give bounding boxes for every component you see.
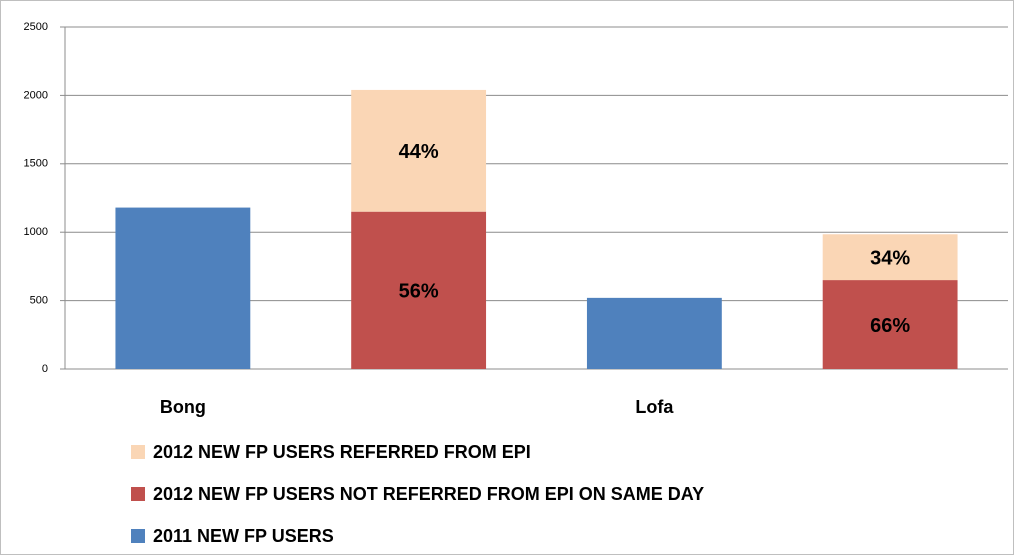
bar — [822, 280, 958, 369]
legend-swatch — [131, 529, 145, 543]
bar — [115, 207, 251, 369]
x-tick-label: Bong — [160, 397, 206, 417]
y-tick-label: 500 — [30, 295, 48, 307]
y-tick-label: 0 — [42, 363, 48, 375]
y-tick-label: 1000 — [24, 226, 48, 238]
bar — [586, 297, 722, 369]
bar — [351, 89, 487, 212]
data-label: 44% — [399, 141, 439, 163]
data-label: 66% — [870, 315, 910, 337]
legend-label: 2011 NEW FP USERS — [153, 526, 334, 546]
y-tick-label: 2000 — [24, 89, 48, 101]
x-tick-label: Lofa — [635, 397, 674, 417]
bar — [822, 234, 958, 281]
y-tick-label: 1500 — [24, 158, 48, 170]
legend-label: 2012 NEW FP USERS NOT REFERRED FROM EPI … — [153, 484, 704, 504]
y-tick-label: 2500 — [24, 21, 48, 33]
bar — [351, 211, 487, 369]
legend-swatch — [131, 445, 145, 459]
legend-label: 2012 NEW FP USERS REFERRED FROM EPI — [153, 442, 531, 462]
data-label: 34% — [870, 247, 910, 269]
data-label: 56% — [399, 281, 439, 303]
legend-swatch — [131, 487, 145, 501]
